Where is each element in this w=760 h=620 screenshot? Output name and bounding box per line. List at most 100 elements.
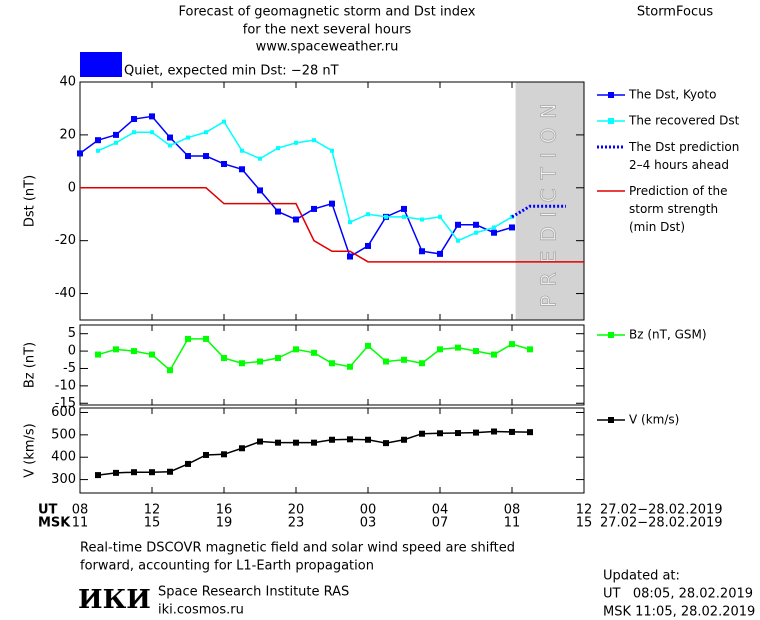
data-point	[276, 146, 280, 151]
data-point	[401, 356, 407, 363]
data-point	[293, 216, 299, 223]
y-tick-label: 20	[59, 127, 76, 142]
x-tick-label: 00	[360, 503, 377, 518]
brand: StormFocus	[637, 5, 713, 20]
data-point	[113, 469, 119, 476]
data-point	[131, 116, 137, 123]
x-tick-label: 04	[432, 503, 449, 518]
data-point	[149, 469, 155, 476]
data-point	[365, 242, 371, 249]
series-line	[97, 430, 531, 476]
status-indicator	[80, 52, 122, 77]
data-point	[473, 348, 479, 355]
data-point	[96, 148, 100, 153]
data-point	[221, 160, 227, 167]
x-tick-label: 12	[576, 503, 593, 518]
x-axis-label: UT	[38, 503, 58, 518]
y-tick-label: 500	[51, 427, 76, 442]
data-point	[455, 344, 461, 351]
data-point	[186, 135, 190, 140]
updated-ut: UT 08:05, 28.02.2019	[603, 587, 753, 602]
data-point	[150, 130, 154, 135]
x-tick-label: 20	[288, 503, 305, 518]
data-point	[437, 250, 443, 257]
y-tick-label: -20	[55, 233, 76, 248]
data-point	[491, 229, 497, 236]
legend-marker	[608, 118, 614, 124]
legend-label: Prediction of the storm strength (min Dst)	[629, 184, 728, 234]
x2-tick-label: 11	[72, 516, 89, 531]
title-line: www.spaceweather.ru	[256, 40, 399, 55]
x2-tick-label: 23	[288, 516, 305, 531]
updated-label: Updated at:	[603, 569, 680, 584]
data-point	[131, 348, 137, 355]
data-point	[257, 358, 263, 365]
data-point	[329, 436, 335, 443]
data-point	[77, 150, 83, 157]
data-point	[347, 253, 353, 260]
data-point	[329, 200, 335, 207]
y-tick-label: -5	[63, 361, 76, 376]
data-point	[221, 355, 227, 362]
x2-tick-label: 15	[144, 516, 161, 531]
series-line	[79, 115, 513, 258]
data-point	[239, 445, 245, 452]
logo: ИКИ	[78, 585, 151, 615]
x2-tick-label: 03	[360, 516, 377, 531]
data-point	[491, 428, 497, 435]
data-point	[311, 349, 317, 356]
data-point	[330, 148, 334, 153]
title-line: Forecast of geomagnetic storm and Dst in…	[178, 5, 475, 20]
x-tick-label: 08	[504, 503, 521, 518]
series-line	[97, 120, 513, 242]
data-point	[365, 436, 371, 443]
data-point	[420, 217, 424, 222]
data-point	[275, 208, 281, 215]
y-tick-label: 5	[68, 326, 76, 341]
data-point	[311, 205, 317, 212]
x2-tick-label: 11	[504, 516, 521, 531]
data-point	[258, 156, 262, 161]
data-point	[168, 143, 172, 148]
data-point	[257, 438, 263, 445]
data-point	[311, 439, 317, 446]
data-point	[419, 430, 425, 437]
data-point	[509, 428, 515, 435]
legend-label: The Dst, Kyoto	[628, 88, 716, 102]
data-point	[438, 214, 442, 219]
data-point	[383, 358, 389, 365]
data-point	[185, 460, 191, 467]
data-point	[293, 439, 299, 446]
data-point	[527, 429, 533, 436]
data-point	[131, 469, 137, 476]
title-line: for the next several hours	[243, 23, 412, 38]
y-tick-label: -15	[55, 396, 76, 411]
footer-note: Real-time DSCOVR magnetic field and sola…	[80, 541, 515, 556]
plot-frame	[79, 324, 585, 406]
y-tick-label: -10	[55, 378, 76, 393]
series-line	[511, 204, 566, 219]
legend-label: V (km/s)	[629, 413, 679, 427]
y-axis-label: V (km/s)	[23, 423, 38, 478]
data-point	[95, 351, 101, 358]
x-tick-label: 16	[216, 503, 233, 518]
data-point	[383, 440, 389, 447]
data-point	[114, 140, 118, 145]
data-point	[527, 346, 533, 353]
data-point	[239, 360, 245, 367]
data-point	[401, 436, 407, 443]
updated-msk: MSK 11:05, 28.02.2019	[603, 605, 755, 620]
data-point	[384, 214, 388, 219]
data-point	[455, 221, 461, 228]
data-point	[239, 166, 245, 173]
data-point	[257, 187, 263, 194]
data-point	[437, 346, 443, 353]
data-point	[348, 220, 352, 225]
data-point	[329, 360, 335, 367]
data-point	[509, 341, 515, 348]
institute: Space Research Institute RAS	[158, 585, 349, 600]
data-point	[365, 342, 371, 349]
data-point	[221, 451, 227, 458]
data-point	[185, 153, 191, 160]
x2-tick-label: 07	[432, 516, 449, 531]
